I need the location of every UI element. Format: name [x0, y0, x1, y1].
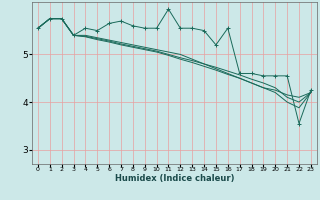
X-axis label: Humidex (Indice chaleur): Humidex (Indice chaleur): [115, 174, 234, 183]
